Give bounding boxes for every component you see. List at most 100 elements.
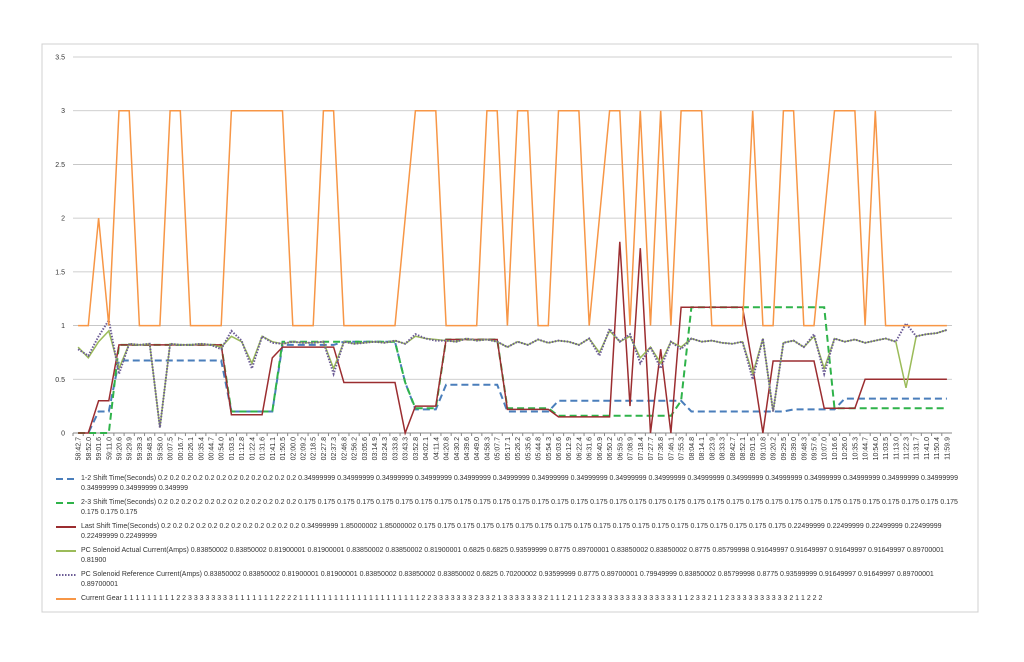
x-tick-label: 00:35.4 [198, 437, 205, 460]
x-tick-label: 01:41.1 [270, 437, 277, 460]
x-tick-label: 07:27.7 [648, 437, 655, 460]
x-tick-label: 09:57.6 [812, 437, 819, 460]
x-tick-label: 59:48.5 [147, 437, 154, 460]
legend-swatch [56, 478, 76, 480]
x-tick-label: 06:40.9 [597, 437, 604, 460]
legend-entry: PC Solenoid Actual Current(Amps) 0.83850… [55, 546, 960, 566]
x-tick-label: 59:58.0 [157, 437, 164, 460]
x-tick-label: 09:10.8 [760, 437, 767, 460]
x-tick-label: 07:18.4 [638, 437, 645, 460]
series-line [77, 317, 948, 428]
x-tick-label: 02:56.2 [352, 437, 359, 460]
x-tick-label: 59:29.9 [127, 437, 134, 460]
x-tick-label: 07:46.1 [668, 437, 675, 460]
x-tick-label: 01:31.6 [260, 437, 267, 460]
legend-entry: PC Solenoid Reference Current(Amps) 0.83… [55, 570, 960, 590]
x-tick-label: 05:54.3 [546, 437, 553, 460]
x-tick-label: 00:54.0 [219, 437, 226, 460]
x-tick-label: 03:24.3 [382, 437, 389, 460]
x-tick-label: 06:22.4 [576, 437, 583, 460]
x-tick-label: 01:50.5 [280, 437, 287, 460]
x-tick-label: 10:35.3 [852, 437, 859, 460]
x-tick-label: 05:44.8 [536, 437, 543, 460]
legend-swatch [56, 598, 76, 600]
y-tick-label: 2 [61, 216, 65, 223]
x-tick-label: 59:01.6 [96, 437, 103, 460]
x-tick-label: 58:42.7 [76, 437, 83, 460]
legend-swatch [56, 502, 76, 504]
x-tick-label: 06:03.6 [556, 437, 563, 460]
x-tick-label: 08:52.1 [740, 437, 747, 460]
chart-border [41, 43, 979, 613]
x-tick-label: 00:44.7 [208, 437, 215, 460]
x-tick-label: 04:30.2 [454, 437, 461, 460]
x-tick-label: 05:35.6 [525, 437, 532, 460]
x-tick-label: 08:42.7 [730, 437, 737, 460]
x-tick-label: 09:39.0 [791, 437, 798, 460]
x-tick-label: 04:39.6 [464, 437, 471, 460]
legend-swatch [56, 526, 76, 528]
x-tick-label: 01:22.4 [249, 437, 256, 460]
x-tick-label: 02:27.8 [321, 437, 328, 460]
x-tick-label: 03:43.3 [403, 437, 410, 460]
x-tick-label: 00:16.7 [178, 437, 185, 460]
x-tick-label: 04:20.8 [444, 437, 451, 460]
x-tick-label: 59:39.3 [137, 437, 144, 460]
x-tick-label: 06:12.9 [566, 437, 573, 460]
y-tick-label: 1 [61, 323, 65, 330]
legend-swatch [56, 574, 76, 576]
x-tick-label: 11:13.0 [893, 437, 900, 460]
x-tick-label: 59:20.6 [116, 437, 123, 460]
x-tick-label: 07:55.3 [679, 437, 686, 460]
x-tick-label: 02:37.3 [331, 437, 338, 460]
y-tick-label: 3.5 [55, 55, 65, 62]
x-tick-label: 10:07.0 [822, 437, 829, 460]
x-tick-label: 02:46.8 [341, 437, 348, 460]
x-tick-label: 03:33.8 [392, 437, 399, 460]
legend-label: PC Solenoid Reference Current(Amps) 0.83… [81, 571, 934, 588]
x-tick-label: 01:12.8 [239, 437, 246, 460]
y-tick-label: 3 [61, 108, 65, 115]
x-tick-label: 04:49.0 [474, 437, 481, 460]
x-tick-label: 10:54.0 [873, 437, 880, 460]
x-tick-label: 10:44.7 [863, 437, 870, 460]
x-tick-label: 07:36.8 [658, 437, 665, 460]
x-tick-label: 04:11.4 [433, 437, 440, 460]
x-tick-label: 00:26.1 [188, 437, 195, 460]
legend-label: 2-3 Shift Time(Seconds) 0.2 0.2 0.2 0.2 … [81, 499, 958, 516]
x-tick-label: 06:31.6 [587, 437, 594, 460]
x-tick-label: 00:07.5 [168, 437, 175, 460]
legend-swatch [56, 550, 76, 552]
x-tick-label: 09:01.5 [750, 437, 757, 460]
legend-label: Last Shift Time(Seconds) 0.2 0.2 0.2 0.2… [81, 523, 942, 540]
legend-label: Current Gear 1 1 1 1 1 1 1 1 1 2 2 3 3 3… [81, 595, 823, 602]
x-tick-label: 05:07.7 [495, 437, 502, 460]
y-tick-label: 1.5 [55, 269, 65, 276]
y-tick-label: 2.5 [55, 162, 65, 169]
x-tick-label: 11:31.7 [914, 437, 921, 460]
legend-entry: 2-3 Shift Time(Seconds) 0.2 0.2 0.2 0.2 … [55, 498, 960, 518]
x-tick-label: 06:59.5 [617, 437, 624, 460]
x-tick-label: 11:59.9 [944, 437, 951, 460]
series-line [78, 109, 947, 327]
x-tick-label: 02:09.2 [300, 437, 307, 460]
x-tick-label: 08:14.1 [699, 437, 706, 460]
x-tick-label: 11:22.3 [904, 437, 911, 460]
x-tick-label: 11:03.5 [883, 437, 890, 460]
x-tick-label: 58:52.0 [86, 437, 93, 460]
x-tick-label: 11:41.0 [924, 437, 931, 460]
x-tick-label: 05:26.2 [515, 437, 522, 460]
x-tick-label: 08:04.8 [689, 437, 696, 460]
x-tick-label: 07:08.9 [628, 437, 635, 460]
legend-entry: Current Gear 1 1 1 1 1 1 1 1 1 2 2 3 3 3… [55, 594, 960, 604]
x-tick-label: 02:00.0 [290, 437, 297, 460]
x-tick-label: 04:58.3 [484, 437, 491, 460]
x-tick-label: 09:29.5 [781, 437, 788, 460]
x-tick-label: 08:23.9 [709, 437, 716, 460]
legend: 1-2 Shift Time(Seconds) 0.2 0.2 0.2 0.2 … [55, 474, 960, 608]
x-tick-label: 11:50.4 [934, 437, 941, 460]
x-tick-label: 09:20.2 [771, 437, 778, 460]
x-tick-label: 05:17.1 [505, 437, 512, 460]
